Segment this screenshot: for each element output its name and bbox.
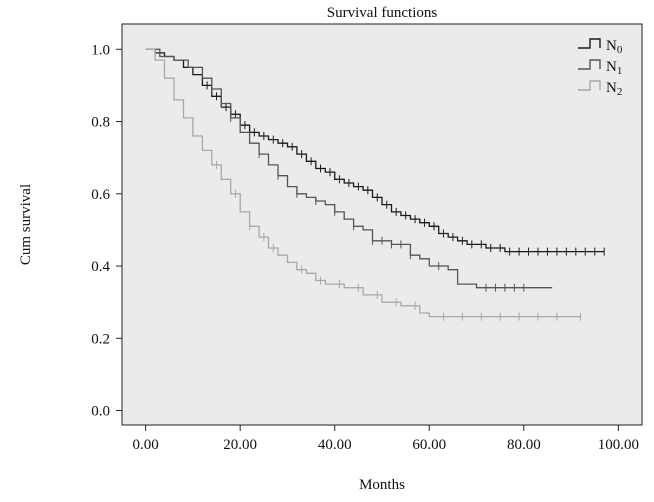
chart-title: Survival functions: [327, 5, 438, 21]
legend: N0 N1 N2: [578, 38, 623, 98]
axes-layer: 0.00 20.00 40.00 60.00 80.00 100.00 0.0 0.2 0.4 0…: [91, 42, 639, 453]
legend-label-n2: N2: [606, 80, 622, 98]
legend-label-n1: N1: [606, 59, 622, 77]
legend-swatch-n0: [578, 38, 601, 49]
y-axis-label: Cum survival: [18, 184, 34, 265]
x-tick-label: 100.00: [598, 437, 639, 453]
x-tick-label: 20.00: [223, 437, 257, 453]
y-tick-label: 0.2: [91, 331, 110, 347]
x-axis-label: Months: [359, 477, 405, 493]
x-tick-label: 80.00: [507, 437, 541, 453]
y-tick-label: 0.8: [91, 115, 110, 131]
y-tick-label: 0.0: [91, 404, 110, 420]
legend-swatch-n2: [578, 80, 601, 91]
y-tick-label: 1.0: [91, 42, 110, 58]
x-tick-label: 40.00: [318, 437, 352, 453]
legend-swatch-n1: [578, 59, 601, 70]
x-tick-label: 0.00: [133, 437, 159, 453]
x-tick-label: 60.00: [412, 437, 446, 453]
plot-area: [121, 23, 643, 426]
y-tick-label: 0.4: [91, 259, 110, 275]
y-tick-label: 0.6: [91, 187, 110, 203]
series-layer: [145, 48, 605, 321]
series-line-n2: [145, 48, 581, 318]
legend-label-n0: N0: [606, 38, 623, 56]
